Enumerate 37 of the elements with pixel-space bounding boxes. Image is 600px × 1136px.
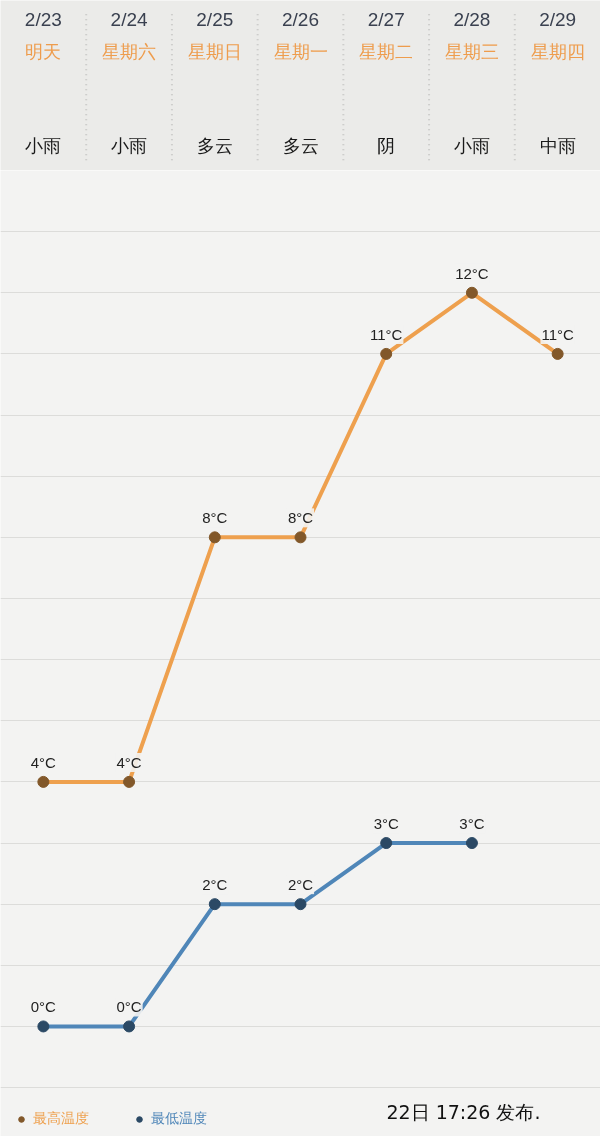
text: 中雨	[539, 134, 576, 156]
text: 星期一	[273, 41, 328, 62]
data-label: 12°C	[455, 264, 489, 282]
annotation: 22日 17:26 发布.	[386, 1100, 541, 1123]
data-label: 2°C	[202, 876, 228, 894]
text: 阴	[377, 134, 396, 156]
data-label: 3°C	[373, 815, 399, 833]
data-label: 4°C	[116, 753, 142, 771]
text: 小雨	[453, 134, 490, 156]
text: 小雨	[25, 134, 62, 156]
data-label: 0°C	[116, 998, 142, 1016]
data-label: 8°C	[202, 509, 228, 527]
text: 星期三	[444, 41, 499, 62]
text: 明天	[25, 41, 62, 62]
x-tick-label: 2/23	[24, 8, 62, 30]
text: 星期二	[359, 41, 414, 62]
legend-label: 最高温度	[33, 1110, 89, 1128]
x-tick-label: 2/24	[110, 8, 148, 30]
text: 星期六	[102, 41, 157, 62]
text: 星期四	[530, 41, 585, 62]
text: 小雨	[111, 134, 148, 156]
data-label: 3°C	[459, 815, 485, 833]
data-label: 11°C	[541, 325, 575, 343]
x-tick-label: 2/25	[196, 8, 234, 30]
text: 星期日	[187, 41, 242, 62]
x-tick-label: 2/26	[282, 8, 319, 30]
data-label: 0°C	[30, 998, 57, 1016]
text: 多云	[282, 134, 319, 156]
data-label: 4°C	[30, 753, 57, 771]
legend-label: 最低温度	[151, 1110, 207, 1128]
x-tick-label: 2/28	[453, 8, 491, 30]
data-label: 11°C	[370, 325, 403, 343]
x-tick-label: 2/27	[367, 8, 405, 30]
data-label: 2°C	[287, 876, 314, 894]
data-label: 8°C	[287, 509, 314, 527]
text: 多云	[196, 134, 233, 156]
x-tick-label: 2/29	[539, 8, 577, 30]
